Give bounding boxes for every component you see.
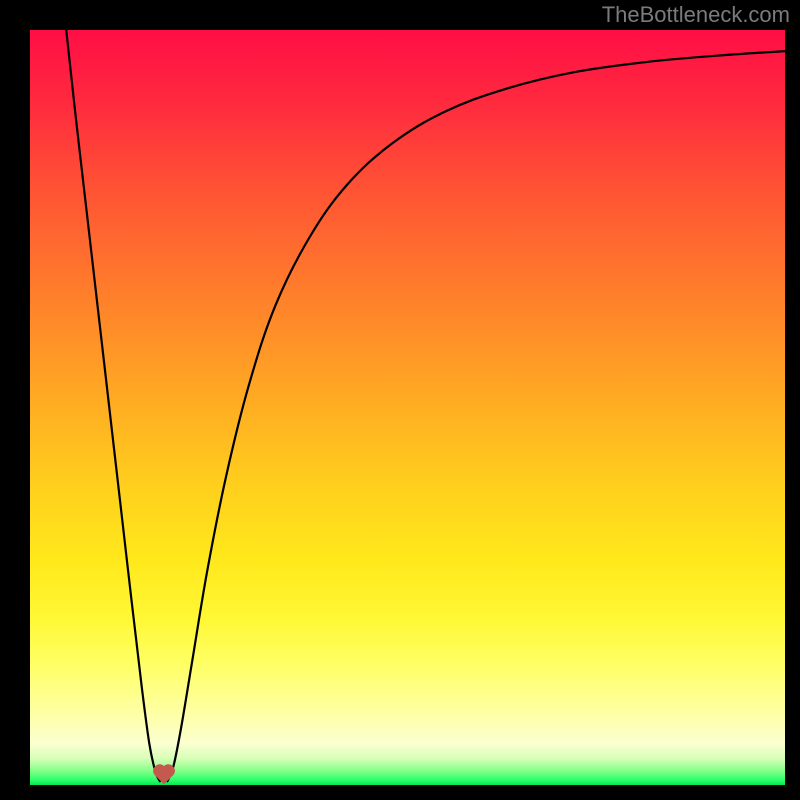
chart-curve-layer bbox=[30, 30, 785, 785]
curve-left-branch bbox=[66, 30, 160, 781]
watermark-text: TheBottleneck.com bbox=[602, 2, 790, 28]
plot-area bbox=[30, 30, 785, 785]
curve-right-branch bbox=[167, 51, 785, 781]
